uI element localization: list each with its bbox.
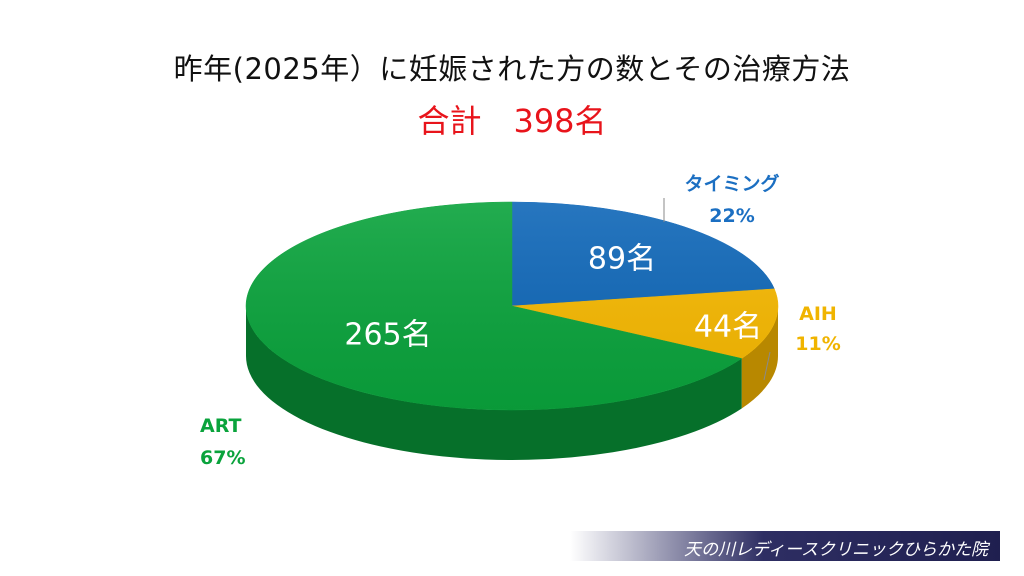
chart-title: 昨年(2025年）に妊娠された方の数とその治療方法	[173, 52, 851, 86]
total-count: 合計 398名	[417, 102, 607, 140]
clinic-name: 天の川レディースクリニックひらかた院	[684, 540, 988, 560]
pie-side-art	[246, 306, 742, 460]
percent-label-timing: 22%	[709, 205, 754, 227]
pie-shading	[246, 202, 778, 410]
percent-label-art: 67%	[200, 447, 245, 469]
value-label-timing: 89名	[588, 242, 656, 277]
value-label-aih: 44名	[694, 310, 762, 345]
leader-line-aih	[763, 351, 771, 381]
value-label-art: 265名	[344, 318, 431, 353]
category-label-timing: タイミング	[684, 172, 779, 195]
pie-labels: 89名 タイミング 22% 44名 AIH 11% 265名 ART 67%	[200, 172, 841, 469]
pie-side-aih	[741, 306, 778, 409]
percent-label-aih: 11%	[795, 333, 840, 355]
pie-slices	[245, 201, 779, 411]
pie-sides	[246, 306, 778, 460]
clinic-footer: 天の川レディースクリニックひらかた院	[570, 531, 1000, 561]
category-label-art: ART	[200, 415, 241, 437]
category-label-aih: AIH	[799, 303, 837, 325]
